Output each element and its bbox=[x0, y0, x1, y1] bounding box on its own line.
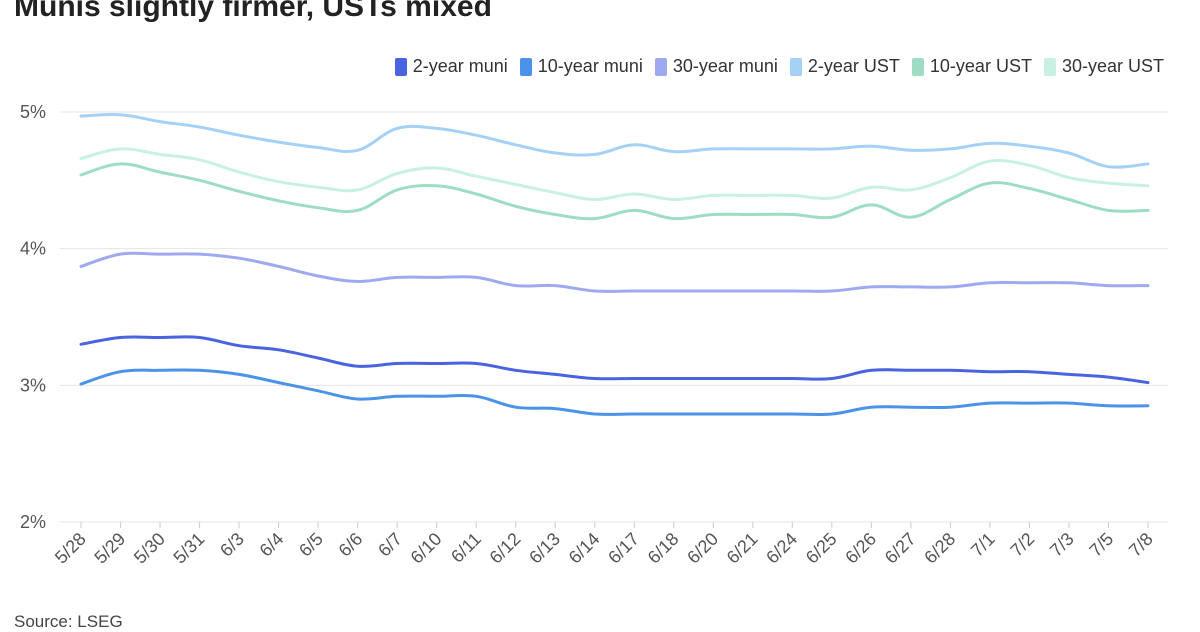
series-lines bbox=[79, 112, 1150, 417]
legend-label: 2-year UST bbox=[807, 56, 900, 76]
source-note: Source: LSEG bbox=[14, 612, 123, 631]
x-tick-label: 6/10 bbox=[407, 529, 446, 568]
legend-item: 2-year muni bbox=[394, 56, 508, 77]
x-tick-label: 6/5 bbox=[295, 529, 327, 561]
series-line-2-year-ust bbox=[79, 112, 1150, 169]
legend-swatch bbox=[789, 57, 802, 76]
legend-swatch bbox=[519, 57, 532, 76]
x-tick-label: 6/14 bbox=[565, 529, 604, 568]
x-tick-label: 7/3 bbox=[1046, 529, 1078, 561]
x-tick-label: 7/1 bbox=[967, 529, 999, 561]
y-tick-label: 4% bbox=[20, 239, 46, 259]
x-tick-label: 6/18 bbox=[644, 529, 683, 568]
x-tick-label: 6/26 bbox=[841, 529, 880, 568]
legend-label: 30-year muni bbox=[672, 56, 778, 76]
series-line-30-year-muni bbox=[79, 251, 1150, 293]
x-tick-label: 6/7 bbox=[374, 529, 406, 561]
x-tick-label: 6/27 bbox=[881, 529, 920, 568]
x-tick-label: 6/24 bbox=[762, 529, 801, 568]
legend-label: 30-year UST bbox=[1061, 56, 1164, 76]
x-axis: 5/28 5/29 5/30 5/31 6/3 6/4 6/5 6/6 6/7 6/10 6/11 6… bbox=[51, 522, 1157, 568]
legend-item: 10-year muni bbox=[519, 56, 643, 77]
legend-swatch bbox=[911, 57, 924, 76]
series-line-10-year-ust bbox=[79, 162, 1150, 221]
series-line-2-year-muni bbox=[79, 335, 1150, 385]
x-tick-label: 6/20 bbox=[683, 529, 722, 568]
y-tick-label: 5% bbox=[20, 102, 46, 122]
x-tick-label: 6/21 bbox=[723, 529, 762, 568]
legend-item: 30-year UST bbox=[1043, 56, 1164, 77]
y-axis: 2% 3% 4% 5% bbox=[20, 102, 46, 532]
x-tick-label: 6/28 bbox=[920, 529, 959, 568]
x-tick-label: 5/31 bbox=[169, 529, 208, 568]
y-tick-label: 2% bbox=[20, 512, 46, 532]
gridlines bbox=[60, 111, 1168, 523]
y-tick-label: 3% bbox=[20, 375, 46, 395]
chart-title: Munis slightly firmer, USTs mixed bbox=[14, 0, 492, 23]
legend-label: 10-year muni bbox=[537, 56, 643, 76]
legend-swatch bbox=[394, 57, 407, 76]
x-tick-label: 7/8 bbox=[1125, 529, 1157, 561]
x-tick-label: 6/17 bbox=[604, 529, 643, 568]
x-tick-label: 6/12 bbox=[486, 529, 525, 568]
x-tick-label: 6/3 bbox=[216, 529, 248, 561]
x-tick-label: 5/29 bbox=[90, 529, 129, 568]
chart-legend: 2-year muni 10-year muni 30-year muni 2-yea… bbox=[394, 56, 1164, 77]
x-tick-label: 5/30 bbox=[130, 529, 169, 568]
x-tick-label: 6/13 bbox=[525, 529, 564, 568]
x-tick-label: 6/25 bbox=[802, 529, 841, 568]
legend-item: 2-year UST bbox=[789, 56, 900, 77]
legend-swatch bbox=[1043, 57, 1056, 76]
legend-item: 30-year muni bbox=[654, 56, 778, 77]
x-tick-label: 7/2 bbox=[1006, 529, 1038, 561]
legend-label: 10-year UST bbox=[929, 56, 1032, 76]
x-tick-label: 6/6 bbox=[335, 529, 367, 561]
legend-item: 10-year UST bbox=[911, 56, 1032, 77]
series-line-30-year-ust bbox=[79, 147, 1150, 202]
x-tick-label: 6/11 bbox=[447, 529, 485, 567]
x-tick-label: 5/28 bbox=[51, 529, 90, 568]
legend-label: 2-year muni bbox=[412, 56, 508, 76]
x-tick-label: 6/4 bbox=[256, 529, 288, 561]
legend-swatch bbox=[654, 57, 667, 76]
series-line-10-year-muni bbox=[79, 368, 1150, 417]
x-tick-label: 7/5 bbox=[1085, 529, 1117, 561]
